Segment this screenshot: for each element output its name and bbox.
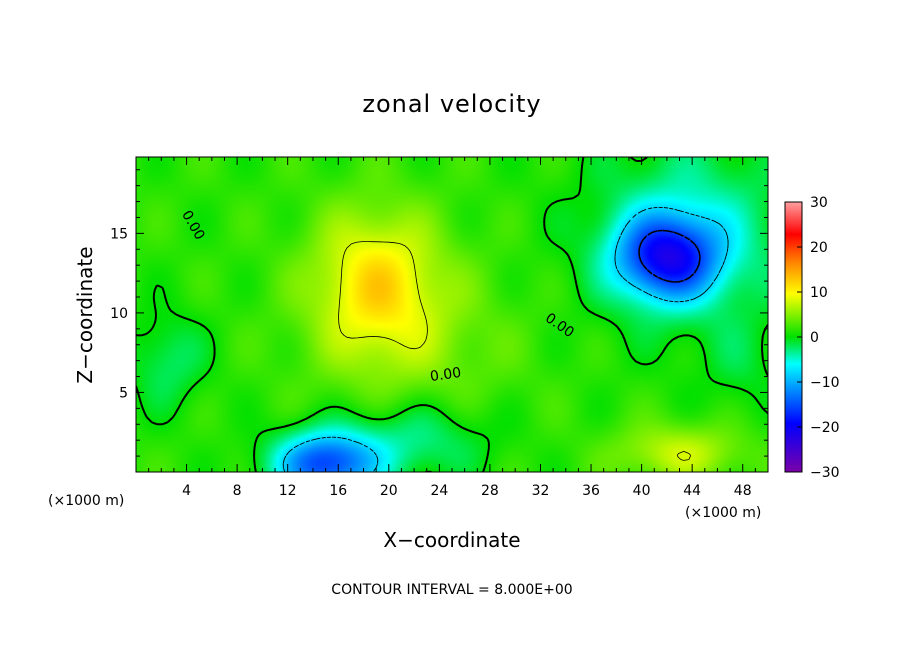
- colorbar: −30 −20 −10 0 10 20 30: [784, 195, 840, 481]
- x-tick-label: 28: [481, 483, 499, 499]
- x-tick-label: 16: [329, 483, 347, 499]
- contour-positive: [338, 241, 692, 461]
- x-tick-label: 44: [683, 483, 701, 499]
- x-tick-label: 4: [182, 483, 191, 499]
- contour-zero: [136, 157, 768, 472]
- x-tick-label: 32: [532, 483, 550, 499]
- x-axis-label: X−coordinate: [383, 528, 520, 552]
- contour-negative: [282, 206, 729, 472]
- y-axis-label: Z−coordinate: [73, 246, 97, 383]
- x-tick-label: 8: [233, 483, 242, 499]
- colorbar-tick-label: −30: [810, 465, 840, 481]
- colorbar-tick-label: 10: [810, 285, 828, 301]
- colorbar-tick-label: 30: [810, 195, 828, 211]
- y-tick-label: 10: [110, 306, 128, 322]
- colorbar-tick-label: 20: [810, 240, 828, 256]
- x-unit-label: (×1000 m): [685, 505, 761, 521]
- colorbar-tick-label: −20: [810, 420, 840, 436]
- contour-negative-strong: [638, 229, 701, 283]
- colorbar-tick-label: −10: [810, 375, 840, 391]
- contour-label: 0.00: [429, 365, 462, 385]
- y-tick-label: 15: [110, 226, 128, 242]
- plot-area: 0.000.000.00 4 8 12 16 20 24 28 32 36 40 44 48 5101…: [110, 156, 769, 499]
- contour-interval-note: CONTOUR INTERVAL = 8.000E+00: [331, 582, 572, 598]
- colorbar-ticks: −30 −20 −10 0 10 20 30: [797, 195, 840, 481]
- colorbar-tick-label: 0: [810, 330, 819, 346]
- chart-title: zonal velocity: [362, 90, 541, 118]
- x-tick-label: 12: [279, 483, 297, 499]
- y-tick-label: 5: [119, 385, 128, 401]
- velocity-field: [136, 157, 768, 472]
- x-tick-label: 40: [633, 483, 651, 499]
- x-tick-label: 36: [582, 483, 600, 499]
- x-axis: 4 8 12 16 20 24 28 32 36 40 44 48: [148, 157, 756, 499]
- x-tick-label: 20: [380, 483, 398, 499]
- x-tick-label: 24: [430, 483, 448, 499]
- y-unit-label: (×1000 m): [48, 493, 124, 509]
- contour-lines: [136, 157, 768, 472]
- x-tick-label: 48: [734, 483, 752, 499]
- y-axis: 5 10 15: [110, 169, 768, 457]
